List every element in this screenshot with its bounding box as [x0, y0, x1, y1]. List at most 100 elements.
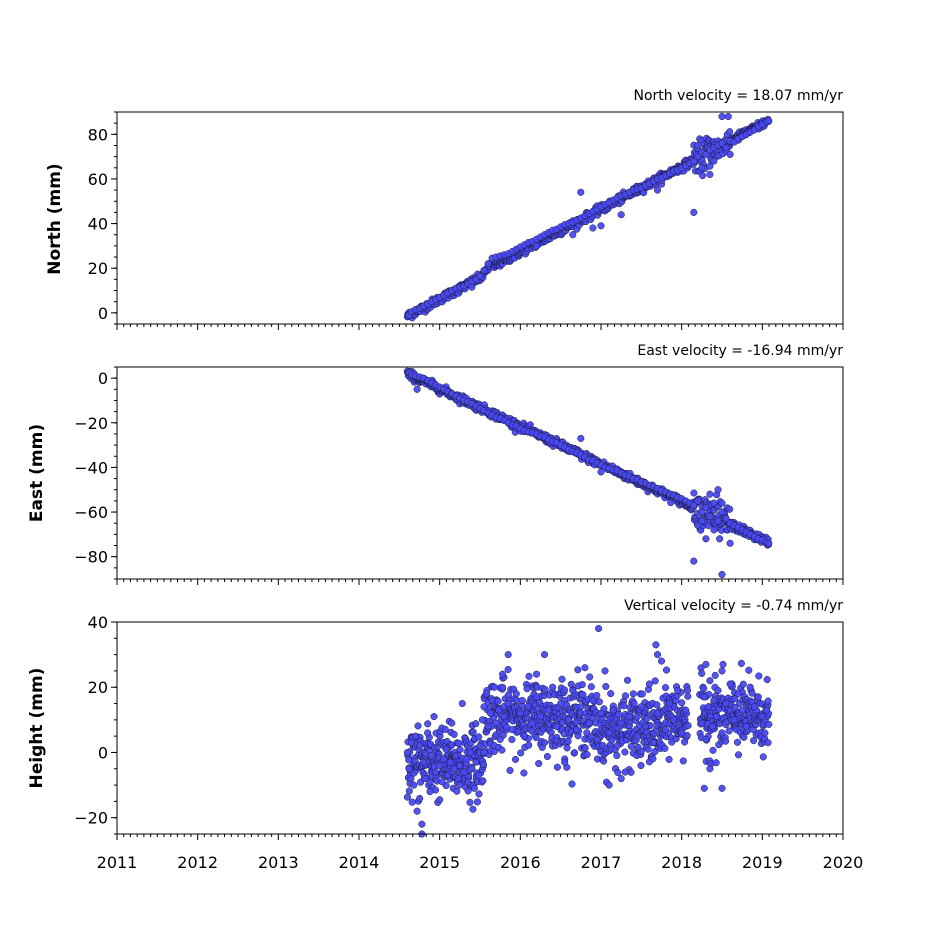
data-point — [601, 667, 609, 675]
data-point — [679, 757, 687, 765]
data-point — [750, 703, 758, 711]
data-point — [702, 504, 710, 512]
y-tick-label: −60 — [74, 503, 108, 522]
data-point — [617, 719, 625, 727]
y-tick-label: −80 — [74, 548, 108, 567]
data-point — [490, 683, 499, 691]
data-point — [413, 807, 421, 815]
data-point — [653, 709, 662, 717]
data-point — [665, 755, 673, 763]
x-tick-label: 2011 — [97, 853, 138, 872]
data-point — [469, 728, 477, 736]
data-point — [702, 150, 710, 158]
data-point — [661, 726, 670, 734]
data-point — [722, 144, 730, 152]
data-point — [690, 557, 698, 565]
y-tick-label: 40 — [88, 613, 108, 632]
data-point — [765, 117, 773, 125]
data-point — [450, 765, 458, 773]
data-point — [587, 733, 595, 741]
data-point — [577, 434, 585, 442]
data-point — [755, 672, 763, 680]
vertical-velocity-label: Vertical velocity = -0.74 mm/yr — [624, 598, 843, 614]
data-point — [428, 752, 436, 760]
data-point — [570, 749, 579, 757]
data-point — [512, 690, 520, 698]
data-point — [734, 751, 743, 759]
data-point — [644, 745, 652, 753]
data-point — [478, 716, 486, 724]
data-point — [722, 515, 730, 523]
data-point — [540, 739, 549, 747]
data-point — [498, 746, 506, 754]
data-point — [633, 732, 641, 740]
data-point — [403, 748, 411, 757]
data-point — [722, 699, 730, 708]
data-point — [589, 224, 597, 232]
data-point — [563, 744, 571, 752]
data-point — [426, 788, 434, 796]
data-point — [436, 761, 444, 770]
data-point — [718, 784, 726, 792]
data-point — [662, 666, 671, 674]
data-point — [621, 748, 629, 756]
data-point — [593, 735, 601, 743]
data-point — [761, 729, 769, 737]
data-point — [492, 719, 500, 727]
north-plot-frame — [116, 111, 844, 325]
data-point — [488, 696, 496, 704]
data-point — [678, 729, 686, 737]
data-point — [484, 722, 492, 730]
data-point — [472, 720, 480, 728]
y-tick-label: 80 — [88, 125, 108, 144]
data-point — [661, 684, 670, 692]
data-point — [553, 722, 561, 730]
y-tick-label: 0 — [98, 304, 108, 323]
data-point — [714, 486, 722, 494]
data-point — [541, 686, 549, 694]
data-point — [708, 722, 716, 730]
data-point — [558, 675, 566, 683]
data-point — [473, 798, 481, 806]
data-point — [458, 699, 466, 708]
data-point — [528, 719, 536, 727]
data-point — [532, 670, 541, 678]
data-point — [452, 752, 460, 760]
data-point — [670, 716, 678, 724]
data-point — [651, 677, 659, 685]
data-point — [411, 732, 420, 740]
data-point — [476, 272, 484, 280]
height-points — [403, 624, 773, 838]
data-point — [460, 768, 468, 776]
data-point — [468, 765, 476, 773]
data-point — [700, 784, 708, 792]
data-point — [638, 690, 646, 698]
data-point — [653, 186, 662, 194]
data-point — [698, 508, 706, 516]
data-point — [690, 501, 698, 509]
data-point — [419, 758, 428, 766]
data-point — [441, 725, 449, 733]
data-point — [704, 703, 712, 711]
data-point — [482, 690, 491, 698]
data-point — [621, 768, 629, 776]
data-point — [750, 737, 758, 745]
data-point — [595, 624, 603, 633]
data-point — [745, 666, 753, 674]
data-point — [438, 778, 446, 786]
data-point — [564, 737, 572, 745]
data-point — [474, 771, 482, 779]
data-point — [424, 729, 432, 737]
data-point — [568, 780, 576, 788]
data-point — [759, 753, 767, 761]
data-point — [716, 535, 724, 543]
data-point — [520, 769, 528, 777]
x-tick-label: 2019 — [742, 853, 783, 872]
north-y-ticks: 0 20 40 60 80 — [88, 111, 117, 325]
data-point — [446, 758, 454, 766]
data-point — [711, 671, 719, 679]
data-point — [553, 763, 561, 771]
data-point — [475, 733, 483, 741]
data-point — [765, 539, 773, 547]
